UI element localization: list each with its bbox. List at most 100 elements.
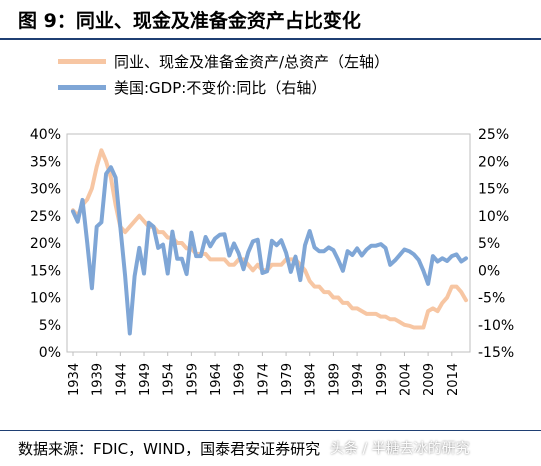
point-left-series xyxy=(133,220,136,223)
point-right-series xyxy=(133,275,136,278)
point-right-series xyxy=(351,253,354,257)
point-left-series xyxy=(360,309,363,313)
point-left-series xyxy=(251,269,255,272)
point-right-series xyxy=(256,238,259,241)
x-tick-label: 1939 xyxy=(91,363,106,396)
chart-title: 图 9：同业、现金及准备金资产占比变化 xyxy=(18,10,361,32)
point-left-series xyxy=(166,236,169,239)
point-left-series xyxy=(100,149,103,152)
point-right-series xyxy=(398,253,401,257)
point-left-series xyxy=(95,165,98,168)
point-left-series xyxy=(431,307,435,310)
point-right-series xyxy=(370,244,373,247)
point-left-series xyxy=(209,258,212,261)
point-left-series xyxy=(460,290,463,294)
point-right-series xyxy=(299,278,302,282)
point-right-series xyxy=(180,257,184,260)
point-right-series xyxy=(280,239,283,242)
point-left-series xyxy=(370,312,373,316)
point-left-series xyxy=(341,301,345,305)
point-right-series xyxy=(223,233,226,236)
point-left-series xyxy=(436,309,439,313)
point-left-series xyxy=(337,296,340,299)
point-right-series xyxy=(218,233,221,236)
point-left-series xyxy=(185,247,188,250)
point-left-series xyxy=(218,258,221,261)
point-right-series xyxy=(417,258,420,262)
point-right-series xyxy=(455,253,458,256)
point-right-series xyxy=(104,172,108,175)
point-right-series xyxy=(365,248,368,251)
left-tick-label: 40% xyxy=(30,127,61,143)
point-right-series xyxy=(308,229,311,233)
point-left-series xyxy=(256,263,259,266)
point-right-series xyxy=(185,272,188,276)
point-left-series xyxy=(176,241,179,245)
point-right-series xyxy=(441,257,444,260)
point-left-series xyxy=(275,263,278,266)
right-tick-label: 15% xyxy=(478,182,509,198)
point-right-series xyxy=(204,235,207,239)
point-left-series xyxy=(213,258,217,261)
point-left-series xyxy=(157,230,160,234)
point-right-series xyxy=(161,243,165,246)
watermark: 头条 / 半糖去冰的研究 xyxy=(330,441,470,457)
legend-swatch xyxy=(58,84,106,90)
legend-item-left-series: 同业、现金及准备金资产/总资产（左轴） xyxy=(58,48,389,74)
point-right-series xyxy=(90,287,94,290)
point-left-series xyxy=(204,252,207,256)
source-note: 数据来源：FDIC，WIND，国泰君安证券研究 xyxy=(18,440,321,458)
point-right-series xyxy=(284,251,288,254)
point-left-series xyxy=(223,258,226,261)
plot-border xyxy=(66,133,471,353)
right-tick-label: 25% xyxy=(478,127,509,143)
point-left-series xyxy=(308,279,311,283)
point-right-series xyxy=(408,250,411,253)
point-right-series xyxy=(237,252,240,255)
x-tick-label: 1949 xyxy=(138,363,153,396)
point-right-series xyxy=(81,198,84,202)
x-tick-label: 1989 xyxy=(327,363,342,396)
point-right-series xyxy=(232,242,236,245)
right-tick-label: 0% xyxy=(478,263,500,279)
point-right-series xyxy=(166,272,169,275)
point-right-series xyxy=(422,269,425,272)
x-tick-label: 1934 xyxy=(67,363,82,396)
x-tick-label: 2009 xyxy=(422,363,437,396)
point-left-series xyxy=(426,309,430,313)
point-left-series xyxy=(123,230,127,234)
point-left-series xyxy=(412,326,416,329)
x-tick-label: 1969 xyxy=(233,363,248,396)
left-tick-label: 15% xyxy=(30,263,61,279)
point-right-series xyxy=(147,221,150,224)
point-right-series xyxy=(464,257,468,260)
point-right-series xyxy=(412,253,416,256)
point-right-series xyxy=(313,246,316,249)
point-left-series xyxy=(280,263,283,266)
point-left-series xyxy=(351,307,354,310)
point-left-series xyxy=(441,301,444,305)
point-right-series xyxy=(360,254,363,257)
point-left-series xyxy=(408,324,411,327)
point-left-series xyxy=(455,285,458,288)
point-right-series xyxy=(190,231,193,234)
point-left-series xyxy=(86,198,89,201)
point-left-series xyxy=(398,320,401,324)
point-right-series xyxy=(100,221,103,224)
point-left-series xyxy=(365,312,368,316)
point-left-series xyxy=(142,220,146,223)
point-right-series xyxy=(176,257,179,260)
point-left-series xyxy=(332,296,335,299)
point-right-series xyxy=(213,237,217,240)
legend-label: 美国:GDP:不变价:同比（右轴） xyxy=(114,78,327,97)
point-right-series xyxy=(228,254,231,257)
point-left-series xyxy=(161,230,165,234)
point-left-series xyxy=(303,269,307,272)
point-right-series xyxy=(426,282,430,286)
point-right-series xyxy=(318,250,321,253)
point-right-series xyxy=(384,246,387,250)
point-left-series xyxy=(104,160,108,163)
point-left-series xyxy=(464,299,468,302)
point-right-series xyxy=(138,246,141,250)
footer-divider xyxy=(0,430,541,431)
